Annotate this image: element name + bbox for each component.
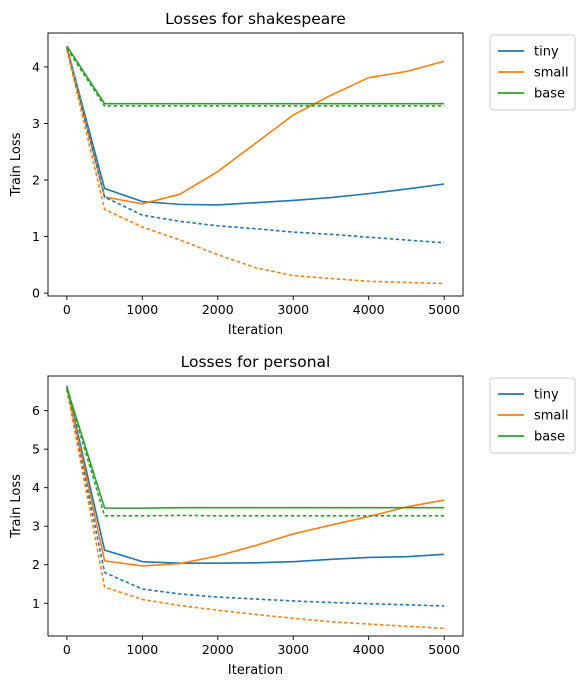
legend-label-base: base	[534, 430, 565, 445]
x-axis-label: Iteration	[228, 323, 283, 338]
x-tick-label: 4000	[353, 302, 385, 317]
x-tick-label: 0	[63, 642, 71, 657]
legend-label-tiny: tiny	[534, 45, 559, 60]
series-line-dashed-5	[66, 47, 445, 107]
y-axis-label: Train Loss	[9, 474, 24, 539]
x-tick-label: 4000	[353, 642, 385, 657]
x-tick-label: 1000	[126, 642, 158, 657]
x-tick-label: 5000	[428, 302, 460, 317]
series-line-dashed-4	[66, 389, 445, 630]
series-line-dashed-4	[66, 49, 445, 285]
x-tick-label: 1000	[126, 302, 158, 317]
y-tick-label: 1	[32, 596, 40, 611]
series-line-small-1	[66, 46, 445, 205]
legend-label-tiny: tiny	[534, 388, 559, 403]
y-tick-label: 6	[32, 403, 40, 418]
chart-title: Losses for personal	[181, 353, 331, 371]
y-tick-label: 1	[32, 229, 40, 244]
x-tick-label: 3000	[277, 302, 309, 317]
legend-label-small: small	[534, 66, 569, 81]
series-line-tiny-0	[66, 46, 445, 206]
legend: tiny small base	[489, 377, 576, 454]
axes-frame	[47, 32, 464, 297]
y-tick-label: 2	[32, 173, 40, 188]
series-line-tiny-0	[66, 385, 445, 565]
legend-label-base: base	[534, 87, 565, 102]
chart-panel-0: 0 1000 2000 3000 4000 5000 0 1 2 3 4 Losses for sha…	[9, 10, 576, 338]
x-tick-label: 0	[63, 302, 71, 317]
legend-label-small: small	[534, 409, 569, 424]
y-tick-label: 2	[32, 557, 40, 572]
chart-title: Losses for shakespeare	[165, 10, 346, 28]
series-line-base-2	[66, 387, 445, 509]
y-tick-label: 4	[32, 59, 40, 74]
y-axis-label: Train Loss	[9, 132, 24, 197]
y-tick-label: 4	[32, 480, 40, 495]
x-tick-label: 2000	[202, 642, 234, 657]
chart-panel-1: 0 1000 2000 3000 4000 5000 1 2 3 4 5 6 Losses for pe…	[9, 353, 576, 678]
legend: tiny small base	[489, 34, 576, 111]
y-tick-label: 5	[32, 442, 40, 457]
series-line-dashed-3	[66, 48, 445, 244]
series-line-small-1	[66, 387, 445, 567]
x-tick-label: 3000	[277, 642, 309, 657]
y-tick-label: 0	[32, 286, 40, 301]
series-line-base-2	[66, 45, 445, 105]
series-line-dashed-5	[66, 389, 445, 517]
y-tick-label: 3	[32, 116, 40, 131]
x-tick-label: 5000	[428, 642, 460, 657]
series-line-dashed-3	[66, 389, 445, 607]
y-tick-label: 3	[32, 519, 40, 534]
x-tick-label: 2000	[202, 302, 234, 317]
legend-box	[489, 377, 576, 454]
x-axis-label: Iteration	[228, 663, 283, 678]
legend-box	[489, 34, 576, 111]
axes-frame	[47, 375, 464, 637]
